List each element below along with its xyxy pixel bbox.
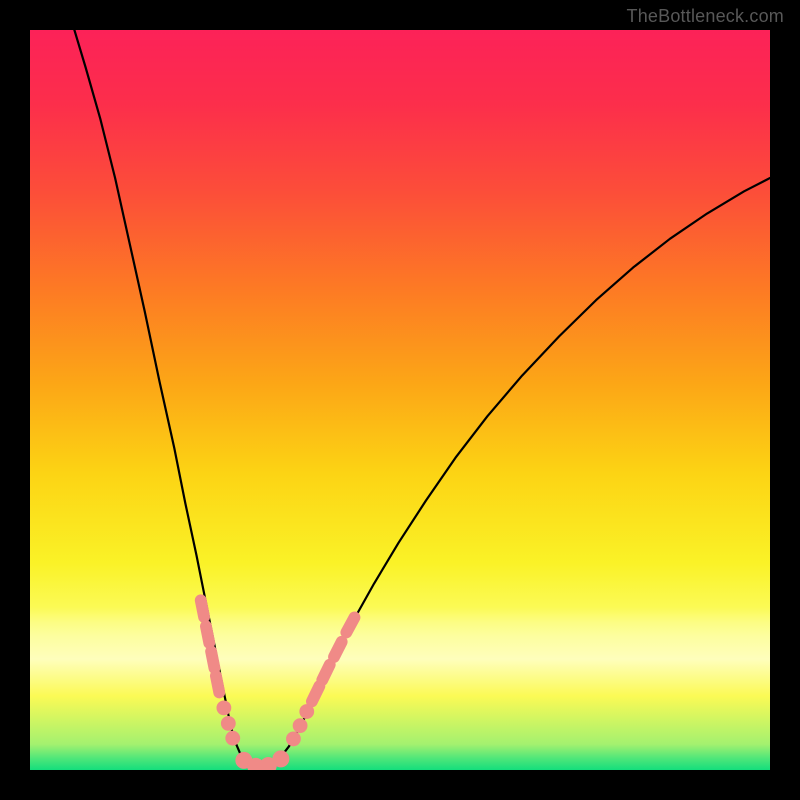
chart-root: TheBottleneck.com: [0, 0, 800, 800]
watermark-text: TheBottleneck.com: [627, 6, 784, 27]
background-gradient: [30, 30, 770, 770]
plot-frame: [30, 30, 770, 770]
